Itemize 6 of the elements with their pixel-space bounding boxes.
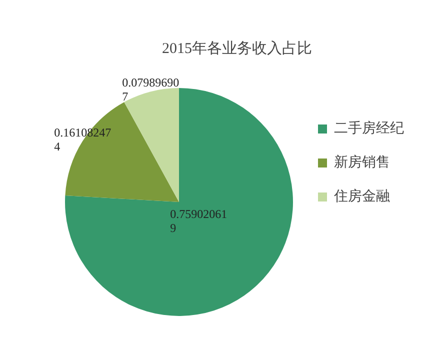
data-label: 0.07989690 7: [122, 76, 180, 104]
data-label: 0.75902061 9: [170, 206, 228, 235]
chart-title: 2015年各业务收入占比: [162, 40, 312, 57]
legend-label: 二手房经纪: [334, 120, 404, 137]
legend-label: 住房金融: [333, 188, 390, 205]
legend-label: 新房销售: [334, 154, 390, 171]
